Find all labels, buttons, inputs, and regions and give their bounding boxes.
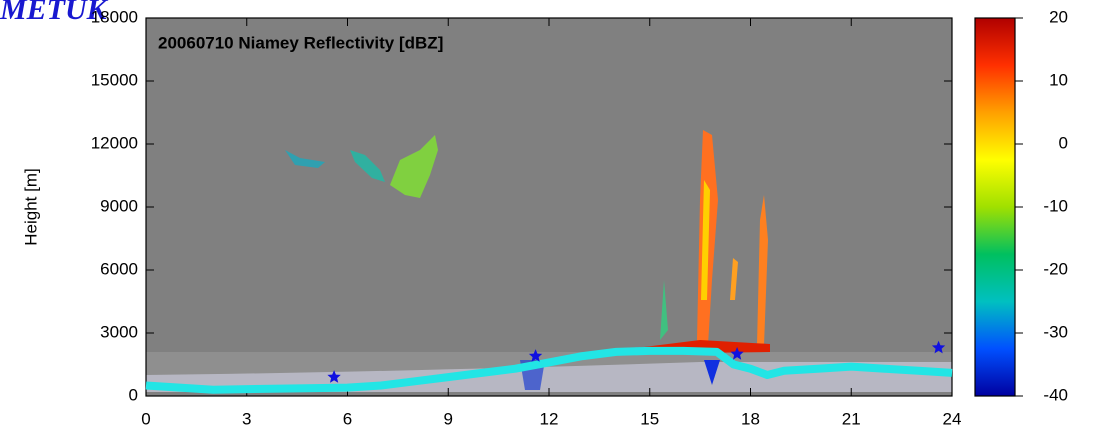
y-tick-label: 12000	[91, 133, 138, 152]
x-tick-label: 12	[540, 409, 559, 428]
x-tick-label: 3	[242, 409, 251, 428]
y-tick-label: 15000	[91, 70, 138, 89]
colorbar-tick-label: 20	[1049, 7, 1068, 26]
star-point	[730, 347, 744, 360]
star-point	[528, 349, 543, 362]
x-tick-label: 18	[741, 409, 760, 428]
y-tick-label: 3000	[100, 322, 138, 341]
star-point	[931, 340, 946, 354]
colorbar-tick-label: -40	[1043, 385, 1068, 404]
line-series	[145, 346, 953, 394]
chart-title: 20060710 Niamey Reflectivity [dBZ]	[158, 33, 443, 52]
plot-area	[146, 18, 952, 396]
colorbar-tick-label: 0	[1059, 133, 1068, 152]
colorbar-tick-label: -30	[1043, 322, 1068, 341]
star-point	[327, 370, 341, 383]
x-tick-label: 15	[640, 409, 659, 428]
y-tick-label: 6000	[100, 259, 138, 278]
x-tick-label: 6	[343, 409, 352, 428]
y-tick-label: 9000	[100, 196, 138, 215]
x-tick-label: 9	[444, 409, 453, 428]
colorbar-tick-label: -20	[1043, 259, 1068, 278]
watermark: METUK	[0, 0, 109, 26]
y-axis-label: Height [m]	[21, 168, 40, 245]
x-tick-label: 21	[842, 409, 861, 428]
x-tick-label: 24	[943, 409, 962, 428]
x-tick-label: 0	[141, 409, 150, 428]
colorbar	[974, 17, 1016, 397]
y-tick-label: 0	[129, 385, 138, 404]
y-tick-label: 18000	[91, 7, 138, 26]
colorbar-tick-label: 10	[1049, 70, 1068, 89]
colorbar-tick-label: -10	[1043, 196, 1068, 215]
